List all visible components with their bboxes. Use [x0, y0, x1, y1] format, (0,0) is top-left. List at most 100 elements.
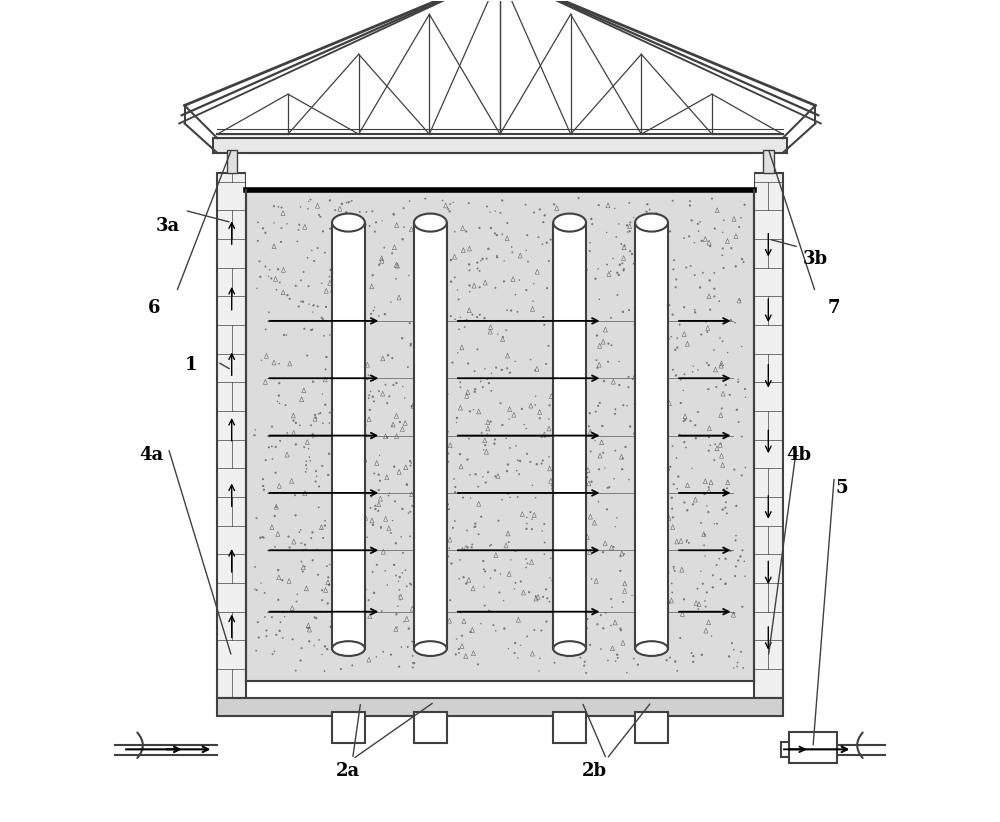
Point	[271, 389, 287, 402]
Point	[709, 517, 725, 530]
Point	[726, 463, 742, 476]
Point	[338, 607, 354, 621]
Point	[613, 550, 629, 563]
Point	[612, 258, 628, 271]
Point	[510, 454, 526, 467]
Point	[687, 303, 703, 316]
Point	[396, 201, 412, 215]
Point	[588, 405, 604, 418]
Point	[425, 404, 441, 418]
Point	[266, 372, 282, 386]
Point	[454, 629, 470, 642]
Point	[576, 429, 592, 442]
Point	[537, 209, 553, 222]
Point	[711, 552, 727, 566]
Point	[309, 469, 325, 483]
Point	[715, 335, 731, 348]
Point	[387, 495, 403, 508]
Point	[361, 369, 377, 382]
Point	[617, 239, 633, 252]
Point	[628, 395, 644, 409]
Text: 2b: 2b	[582, 761, 607, 779]
Point	[451, 572, 467, 585]
Point	[681, 230, 697, 243]
Point	[589, 617, 605, 630]
Point	[301, 450, 317, 464]
Point	[606, 472, 622, 485]
Point	[362, 219, 378, 233]
Point	[462, 285, 478, 298]
Point	[669, 664, 685, 677]
Point	[377, 564, 393, 577]
Point	[734, 339, 750, 353]
Point	[280, 530, 296, 543]
Point	[439, 307, 455, 321]
Point	[383, 648, 399, 661]
Point	[336, 476, 352, 489]
Point	[609, 266, 625, 279]
Point	[395, 546, 411, 559]
Point	[528, 589, 544, 603]
Point	[405, 656, 421, 669]
Point	[319, 643, 335, 656]
Point	[728, 260, 744, 273]
Point	[296, 266, 312, 279]
Point	[717, 577, 733, 590]
Point	[702, 239, 718, 252]
Point	[345, 471, 361, 484]
Point	[723, 544, 739, 557]
Point	[417, 442, 433, 455]
Point	[695, 266, 711, 279]
Text: 6: 6	[148, 298, 160, 316]
Point	[642, 541, 658, 554]
Point	[311, 633, 327, 646]
Point	[346, 364, 362, 377]
Point	[594, 419, 610, 432]
Point	[393, 530, 409, 543]
Point	[440, 425, 456, 438]
Point	[363, 501, 379, 515]
Point	[460, 357, 476, 370]
Point	[655, 321, 671, 334]
Point	[325, 506, 341, 519]
Point	[629, 585, 645, 598]
Ellipse shape	[553, 641, 586, 656]
Point	[452, 381, 468, 394]
Point	[636, 324, 652, 337]
Point	[600, 654, 616, 667]
Point	[650, 529, 666, 543]
Point	[375, 645, 391, 658]
Point	[403, 337, 419, 350]
Point	[469, 311, 485, 324]
Point	[699, 499, 715, 512]
Point	[401, 269, 417, 282]
Point	[532, 203, 548, 216]
Point	[537, 536, 553, 549]
Point	[464, 308, 480, 321]
Point	[614, 256, 630, 270]
Point	[732, 550, 748, 563]
Point	[288, 438, 304, 451]
Point	[676, 232, 692, 245]
Point	[716, 214, 732, 227]
Point	[344, 266, 360, 279]
Point	[595, 546, 611, 559]
Point	[355, 544, 371, 557]
Point	[527, 363, 543, 376]
Point	[702, 303, 718, 316]
Point	[254, 530, 270, 543]
Point	[554, 622, 570, 635]
Point	[305, 427, 321, 441]
Point	[477, 565, 493, 578]
Point	[467, 520, 483, 533]
Point	[296, 322, 312, 335]
Point	[666, 562, 682, 575]
Point	[317, 398, 333, 411]
Point	[716, 261, 732, 275]
Ellipse shape	[332, 641, 365, 656]
Point	[701, 444, 717, 457]
Point	[685, 649, 701, 663]
Point	[272, 276, 288, 289]
Point	[303, 532, 319, 545]
Point	[490, 327, 506, 340]
